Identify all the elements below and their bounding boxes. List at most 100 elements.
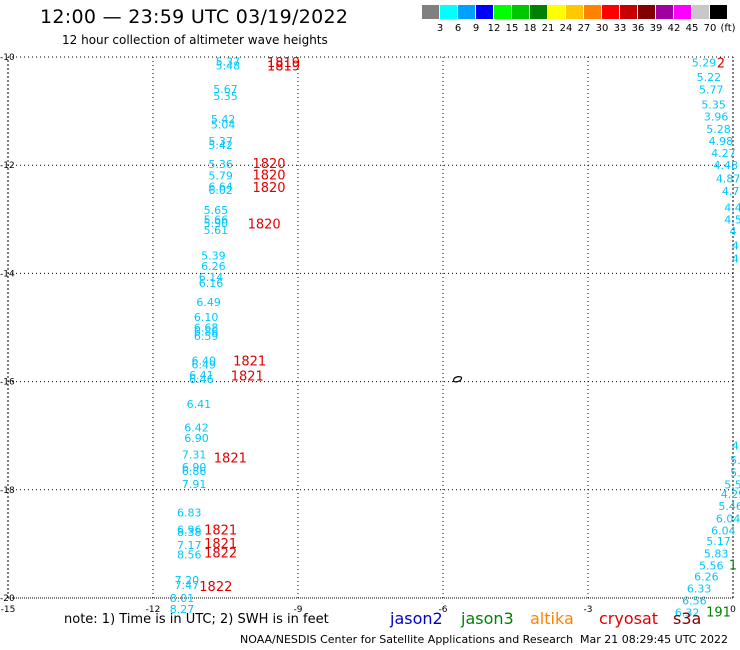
wave-height-label: 6.90 [182, 461, 207, 474]
legend-label: 30 [595, 23, 609, 34]
wave-height-label: 6.40 [192, 355, 217, 368]
observation-labels: 5.375.485.675.355.425.045.375.425.365.79… [170, 55, 740, 620]
pass-time-label: 1821 [204, 523, 237, 538]
wave-height-label: 5.67 [213, 83, 238, 96]
legend-swatch [476, 5, 493, 19]
island-outline-icon [452, 376, 463, 383]
legend-swatch [620, 5, 637, 19]
wave-height-label: 5.37 [208, 135, 233, 148]
wave-height-label: 4 [732, 439, 739, 452]
wave-height-label: 5.17 [706, 535, 731, 548]
legend-label: 9 [472, 23, 480, 34]
map-frame [7, 56, 734, 599]
wave-height-label: 8.27 [170, 603, 195, 616]
legend-label: 6 [454, 23, 462, 34]
wave-height-label: 5.39 [201, 250, 226, 263]
pass-time-label: 1821 [231, 370, 264, 385]
wave-height-label: 4.5 [724, 213, 740, 226]
wave-height-label: 6.56 [682, 595, 707, 608]
wave-height-label: 5.28 [706, 123, 731, 136]
wave-height-label: 4.4 [724, 201, 740, 214]
lat-tick-label: -20 [0, 594, 15, 604]
wave-height-label: 4.27 [711, 147, 736, 160]
wave-height-label: 4.87 [716, 173, 740, 186]
legend-swatch [674, 5, 691, 19]
wave-height-label: 4 [730, 225, 737, 238]
wave-height-label: 5.42 [211, 113, 236, 126]
legend-label: 27 [577, 23, 591, 34]
wave-height-label: 5.35 [701, 99, 726, 112]
wave-height-label: 5.48 [216, 60, 241, 73]
lon-tick-label: -12 [146, 605, 161, 615]
pass-time-label: 1822 [199, 580, 232, 595]
wave-height-label: 6.96 [177, 523, 202, 536]
wave-height-label: 6.68 [194, 322, 219, 335]
legend-label: 24 [559, 23, 573, 34]
wave-height-label: 7.47 [175, 579, 200, 592]
wave-height-label: 5.42 [208, 139, 233, 152]
sat-jason3: jason3 [461, 609, 514, 628]
wave-height-label: 6.64 [208, 180, 233, 193]
pass-time-label: 1821 [233, 355, 266, 370]
timestamp-text: Mar 21 08:29:45 UTC 2022 [580, 633, 728, 646]
wave-height-label: 5.46 [718, 500, 740, 513]
wave-height-label: 5.79 [208, 169, 233, 182]
legend-swatch [656, 5, 673, 19]
legend-swatch [494, 5, 511, 19]
legend-swatch [458, 5, 475, 19]
wave-height-label: 7.17 [177, 539, 202, 552]
pass-time-label: 1820 [252, 157, 285, 172]
wave-height-label: 6.49 [192, 358, 217, 371]
wave-height-label: 4.29 [721, 488, 740, 501]
lon-tick-label: -9 [294, 605, 303, 615]
pass-time-label: 1821 [214, 451, 247, 466]
wave-height-label: 6.86 [194, 325, 219, 338]
sat-s3a: s3a [673, 609, 702, 628]
wave-height-label: 8.56 [177, 549, 202, 562]
legend-label: 18 [523, 23, 537, 34]
wave-height-label: 5.35 [213, 90, 238, 103]
pass-time-label: 1819 [267, 60, 300, 75]
lon-tick-label: -3 [584, 605, 593, 615]
lon-tick-label: -15 [1, 605, 16, 615]
legend-label: 15 [505, 23, 519, 34]
wave-height-label: 7.91 [182, 478, 207, 491]
wave-height-label: 6.02 [208, 184, 233, 197]
footer-note: note: 1) Time is in UTC; 2) SWH is in fe… [64, 612, 329, 627]
pass-time-label: 1820 [248, 218, 281, 233]
legend-swatch [584, 5, 601, 19]
legend-label: 70 [703, 23, 717, 34]
wave-height-label: 5.56 [699, 560, 724, 573]
legend-label: 42 [667, 23, 681, 34]
wave-height-label: 4.7 [722, 185, 740, 198]
lon-tick-label: 0 [730, 605, 736, 615]
page-subtitle: 12 hour collection of altimeter wave hei… [62, 33, 328, 47]
legend-label: 21 [541, 23, 555, 34]
wave-height-label: 5.5 [724, 478, 740, 491]
wave-height-label: 8.01 [170, 592, 195, 605]
wave-height-label: 6.49 [196, 296, 221, 309]
pass-time-label: 191 [706, 606, 731, 621]
wave-height-label: 7.20 [175, 574, 200, 587]
legend-swatch [692, 5, 709, 19]
wave-height-label: 5.36 [208, 158, 233, 171]
wave-height-label: 5. [730, 454, 740, 467]
wave-height-label: 5.61 [204, 224, 229, 237]
pass-time-label: 1820 [252, 168, 285, 183]
wave-height-label: 5.65 [204, 204, 229, 217]
wave-height-label: 6.16 [199, 277, 224, 290]
lat-tick-label: -10 [0, 53, 15, 63]
wave-height-label: 6.04 [711, 524, 736, 537]
sat-cryosat: cryosat [599, 609, 659, 628]
wave-height-label: 5.37 [216, 55, 241, 68]
wave-height-label: 6.41 [189, 369, 214, 382]
pass-time-label: 1 [729, 559, 737, 574]
wave-height-label: 5.22 [697, 71, 722, 84]
legend-swatch [530, 5, 547, 19]
legend-swatch [566, 5, 583, 19]
legend-label: 45 [685, 23, 699, 34]
legend-label: 39 [649, 23, 663, 34]
pass-time-label: 1821 [204, 537, 237, 552]
lon-tick-label: -6 [439, 605, 448, 615]
